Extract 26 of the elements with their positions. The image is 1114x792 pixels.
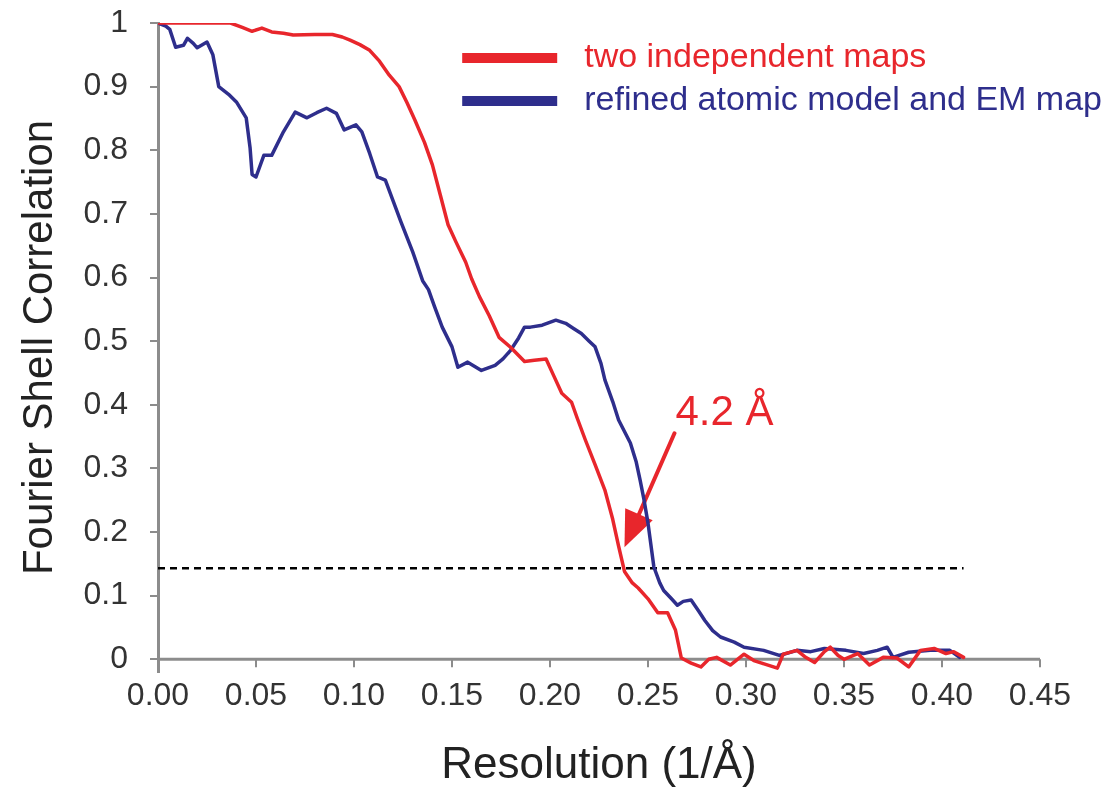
y-tick-label: 0.4 bbox=[83, 384, 128, 421]
y-tick-label: 1 bbox=[110, 2, 128, 39]
x-tick-label: 0.45 bbox=[1008, 676, 1072, 713]
x-tick-label: 0.05 bbox=[224, 676, 288, 713]
legend-label: refined atomic model and EM map bbox=[584, 79, 1103, 118]
x-tick-label: 0.00 bbox=[126, 676, 190, 713]
y-tick-label: 0.3 bbox=[83, 448, 128, 485]
x-tick-label: 0.20 bbox=[518, 676, 582, 713]
x-tick-label: 0.25 bbox=[616, 676, 680, 713]
y-tick-label: 0.8 bbox=[83, 130, 128, 167]
y-tick-label: 0.1 bbox=[83, 575, 128, 612]
y-axis-title: Fourier Shell Correlation bbox=[13, 119, 61, 576]
y-tick-label: 0.5 bbox=[83, 320, 128, 357]
annotation: 4.2 Å bbox=[675, 387, 774, 435]
y-tick-label: 0.9 bbox=[83, 66, 128, 103]
x-axis-title: Resolution (1/Å) bbox=[441, 737, 757, 787]
x-tick-label: 0.10 bbox=[322, 676, 386, 713]
x-tick-label: 0.15 bbox=[420, 676, 484, 713]
y-tick-label: 0.2 bbox=[83, 511, 128, 548]
y-tick-label: 0.6 bbox=[83, 257, 128, 294]
y-tick-label: 0 bbox=[110, 639, 128, 676]
y-tick-label: 0.7 bbox=[83, 193, 128, 230]
x-tick-label: 0.40 bbox=[910, 676, 974, 713]
legend-label: two independent maps bbox=[584, 36, 927, 75]
x-tick-label: 0.30 bbox=[714, 676, 778, 713]
x-tick-label: 0.35 bbox=[812, 676, 876, 713]
